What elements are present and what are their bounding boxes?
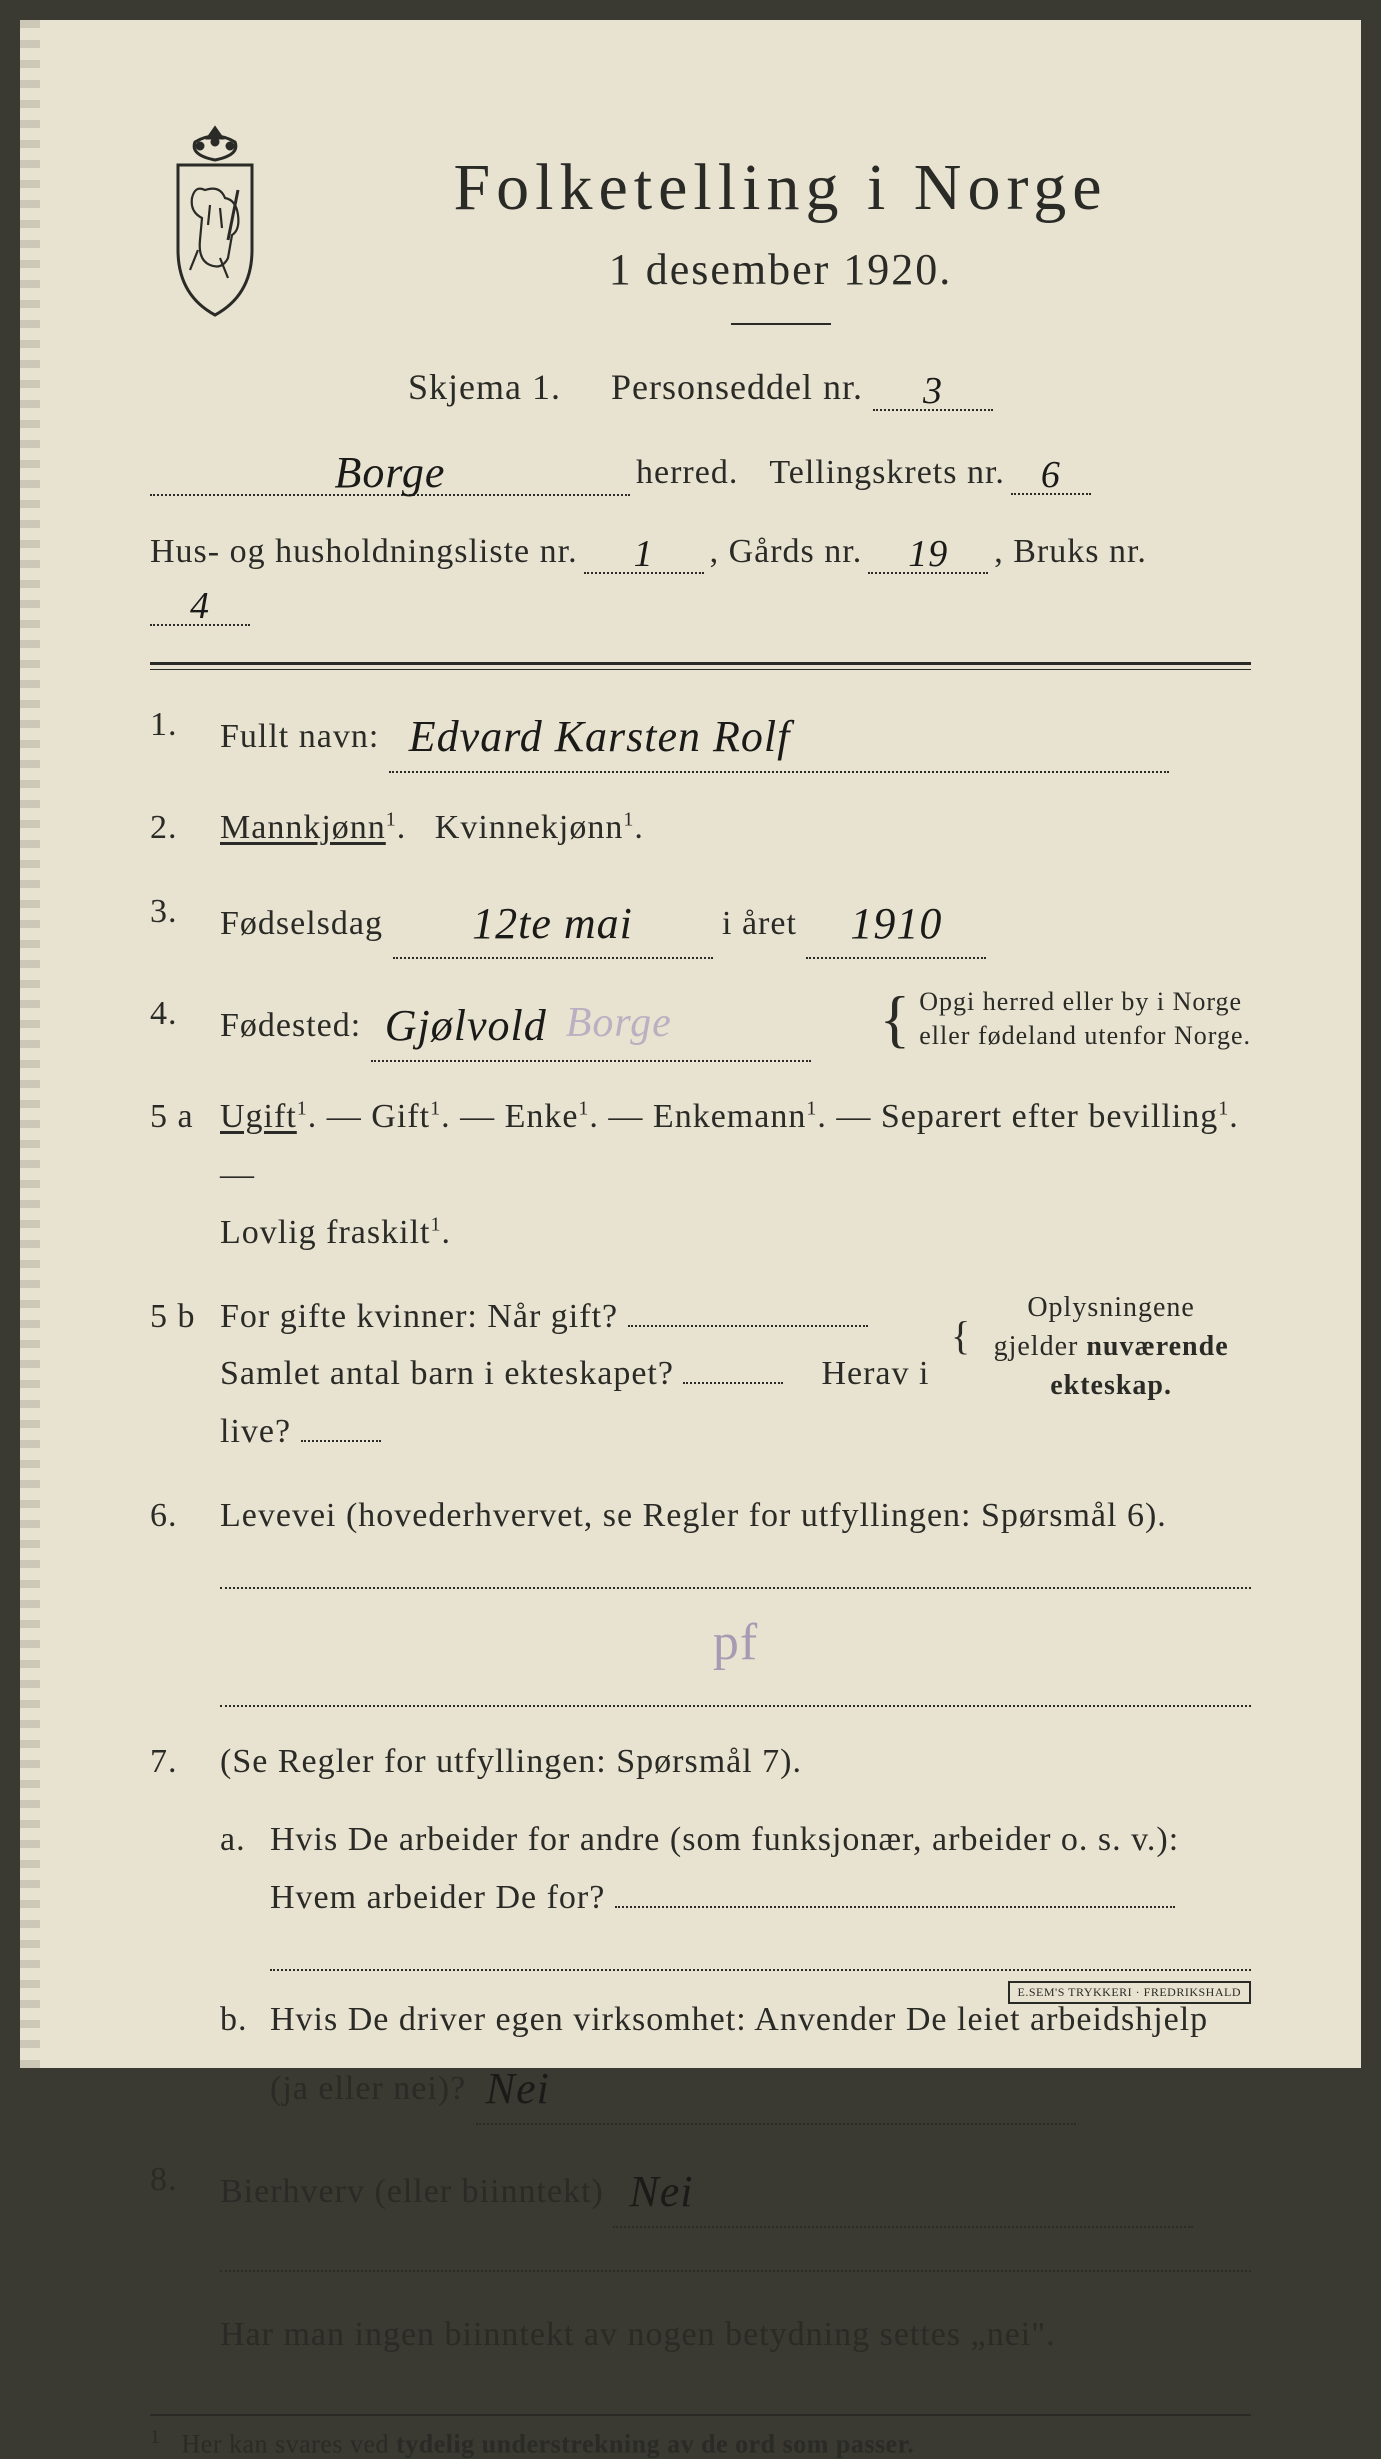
title-block: Folketelling i Norge 1 desember 1920. [310, 120, 1251, 325]
q7b-line1: Hvis De driver egen virksomhet: Anvender… [270, 2001, 1208, 2038]
q7-intro: (Se Regler for utfyllingen: Spørsmål 7). [220, 1743, 802, 1780]
subtitle: 1 desember 1920. [310, 244, 1251, 295]
q5a-lovlig: Lovlig fraskilt [220, 1214, 430, 1251]
q3-day: 12te mai [472, 899, 633, 948]
personseddel-label: Personseddel nr. [611, 367, 863, 407]
herred-line: Borge herred. Tellingskrets nr. 6 [150, 443, 1251, 496]
q3-label: Fødselsdag [220, 905, 383, 942]
q4: 4. Fødested: Gjølvold Borge { Opgi herre… [150, 985, 1251, 1062]
q3-iaret: i året [722, 905, 797, 942]
q3-num: 3. [150, 883, 220, 960]
q5b: 5 b { Oplysningene gjelder nuværende ekt… [150, 1288, 1251, 1461]
q3-year: 1910 [850, 899, 942, 948]
tellingskrets-nr: 6 [1041, 454, 1061, 496]
q5a-separert: Separert efter bevilling [881, 1098, 1218, 1135]
q5b-line2: Samlet antal barn i ekteskapet? [220, 1355, 674, 1392]
q5a-ugift: Ugift [220, 1098, 297, 1135]
title-rule [731, 323, 831, 325]
coat-of-arms-icon [150, 120, 280, 320]
q3: 3. Fødselsdag 12te mai i året 1910 [150, 883, 1251, 960]
bruks-label: , Bruks nr. [994, 533, 1147, 571]
q4-value: Gjølvold [385, 1001, 547, 1050]
q6-label: Levevei (hovederhvervet, se Regler for u… [220, 1497, 1167, 1534]
q1-num: 1. [150, 696, 220, 773]
q4-note: { Opgi herred eller by i Norge eller fød… [880, 985, 1251, 1053]
hus-label: Hus- og husholdningsliste nr. [150, 533, 578, 571]
q6-mark: pf [220, 1599, 1251, 1687]
hus-nr: 1 [634, 533, 654, 575]
footnote-rule: 1 Her kan svares ved tydelig understrekn… [150, 2414, 1251, 2459]
hus-line: Hus- og husholdningsliste nr. 1 , Gårds … [150, 528, 1251, 626]
gards-nr: 19 [908, 533, 948, 575]
q4-num: 4. [150, 985, 220, 1062]
q4-label: Fødested: [220, 1007, 361, 1044]
q5b-sidenote: { Oplysningene gjelder nuværende ekteska… [951, 1288, 1251, 1406]
q6: 6. Levevei (hovederhvervet, se Regler fo… [150, 1487, 1251, 1707]
footnote: 1 Her kan svares ved tydelig understrekn… [150, 2426, 1251, 2459]
q6-num: 6. [150, 1487, 220, 1707]
q8: 8. Bierhverv (eller biinntekt) Nei [150, 2151, 1251, 2272]
q2: 2. Mannkjønn1. Kvinnekjønn1. [150, 799, 1251, 857]
q7a-num: a. [220, 1811, 270, 1971]
bruks-nr: 4 [190, 585, 210, 627]
divider [150, 662, 1251, 670]
bottom-note-row: Har man ingen biinntekt av nogen betydni… [150, 2306, 1251, 2364]
q6-fill1 [220, 1559, 1251, 1589]
q2-kvinne: Kvinnekjønn [435, 809, 624, 846]
q7a-line1: Hvis De arbeider for andre (som funksjon… [270, 1821, 1179, 1858]
printer-stamp: E.SEM'S TRYKKERI · FREDRIKSHALD [1008, 1981, 1251, 2004]
gards-label: , Gårds nr. [710, 533, 863, 571]
q8-fill [220, 2242, 1251, 2272]
perforation-edge [20, 20, 40, 2068]
q7a-fill [270, 1941, 1251, 1971]
q2-num: 2. [150, 799, 220, 857]
q2-mann: Mannkjønn [220, 809, 386, 846]
skjema-line: Skjema 1. Personseddel nr. 3 [150, 365, 1251, 411]
q5a: 5 a Ugift1. — Gift1. — Enke1. — Enkemann… [150, 1088, 1251, 1261]
tellingskrets-label: Tellingskrets nr. [769, 454, 1005, 492]
q7: 7. (Se Regler for utfyllingen: Spørsmål … [150, 1733, 1251, 2125]
q8-num: 8. [150, 2151, 220, 2272]
census-form-page: Folketelling i Norge 1 desember 1920. Sk… [20, 20, 1361, 2068]
herred-value: Borge [335, 448, 446, 497]
q5a-num: 5 a [150, 1088, 220, 1261]
skjema-label: Skjema 1. [408, 367, 561, 407]
q5b-line1: For gifte kvinner: Når gift? [220, 1298, 618, 1335]
bottom-note: Har man ingen biinntekt av nogen betydni… [220, 2316, 1056, 2353]
q1: 1. Fullt navn: Edvard Karsten Rolf [150, 696, 1251, 773]
q5b-num: 5 b [150, 1288, 220, 1461]
q5a-enke: Enke [505, 1098, 579, 1135]
q1-label: Fullt navn: [220, 718, 379, 755]
q7b-num: b. [220, 1991, 270, 2126]
q1-value: Edvard Karsten Rolf [409, 712, 791, 761]
q8-value: Nei [629, 2167, 693, 2216]
q8-label: Bierhverv (eller biinntekt) [220, 2173, 604, 2210]
personseddel-nr: 3 [923, 370, 943, 412]
herred-label: herred. [636, 454, 738, 492]
q7a-line2: Hvem arbeider De for? [270, 1879, 605, 1916]
q7-num: 7. [150, 1733, 220, 2125]
q7b-line2: (ja eller nei)? [270, 2070, 466, 2107]
q4-value2: Borge [566, 1000, 672, 1046]
main-title: Folketelling i Norge [310, 150, 1251, 226]
header: Folketelling i Norge 1 desember 1920. [150, 120, 1251, 325]
q5a-gift: Gift [371, 1098, 430, 1135]
q5a-enkemann: Enkemann [653, 1098, 806, 1135]
q7b-value: Nei [486, 2064, 550, 2113]
